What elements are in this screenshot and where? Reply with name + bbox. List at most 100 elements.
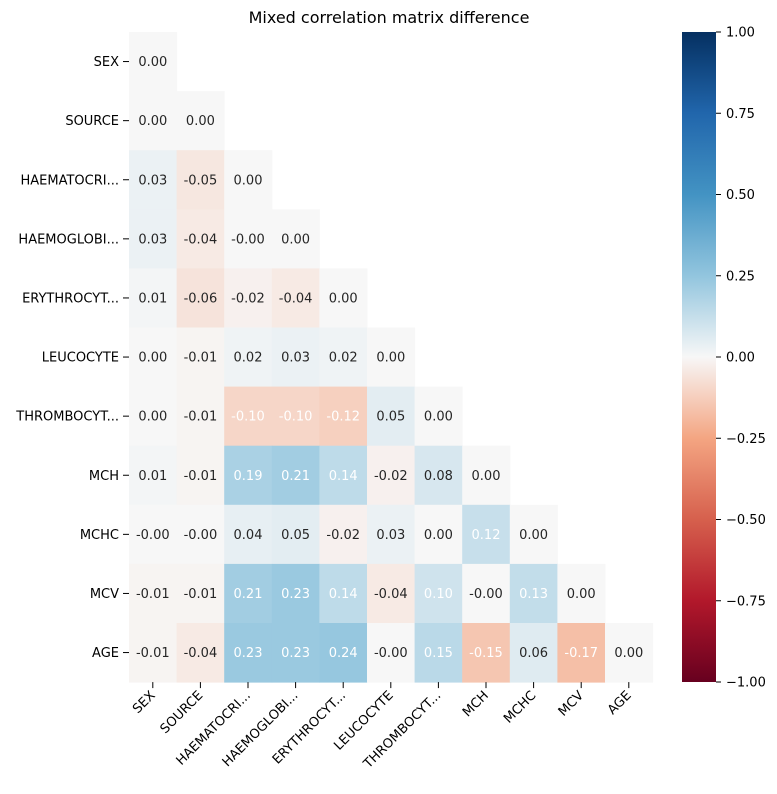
x-axis: SEX SOURCEHAEMATOCRI...HAEMOGLOBI...ERYTH… <box>130 682 635 772</box>
cell-value-label: 0.03 <box>281 351 310 366</box>
cell-value-label: 0.05 <box>376 410 405 425</box>
cell-value-label: -0.04 <box>184 232 218 247</box>
heatmap-cell <box>414 563 463 624</box>
colorbar-tick-label: −0.75 <box>726 594 766 609</box>
x-tick-label: MCHC <box>501 688 539 726</box>
heatmap-cell <box>462 563 511 624</box>
heatmap-cell <box>176 623 225 683</box>
x-tick-label: SOURCE <box>158 688 207 737</box>
heatmap-cell <box>319 327 368 388</box>
heatmap-cell <box>509 504 558 565</box>
heatmap-cell <box>271 386 320 447</box>
cell-value-label: -0.06 <box>184 291 218 306</box>
heatmap-cell <box>414 386 463 447</box>
cell-value-label: 0.00 <box>234 173 263 188</box>
heatmap-cell <box>129 623 178 683</box>
heatmap-cell <box>129 445 178 506</box>
y-tick-label: HAEMATOCRI... <box>21 173 120 188</box>
cell-value-label: 0.01 <box>138 469 167 484</box>
y-tick-label: AGE <box>92 646 119 661</box>
heatmap-cell <box>462 445 511 506</box>
cell-value-label: 0.02 <box>234 351 263 366</box>
cell-value-label: -0.02 <box>231 291 265 306</box>
y-tick-label: HAEMOGLOBI... <box>18 232 119 247</box>
cell-value-label: -0.10 <box>231 410 265 425</box>
cell-value-label: -0.00 <box>136 528 170 543</box>
cell-value-label: 0.13 <box>519 587 548 602</box>
cell-value-label: 0.04 <box>234 528 263 543</box>
cell-value-label: -0.17 <box>564 646 598 661</box>
heatmap-cell <box>414 445 463 506</box>
heatmap-cell <box>176 386 225 447</box>
cell-value-label: 0.01 <box>138 291 167 306</box>
y-tick-label: THROMBOCYT... <box>15 410 119 425</box>
heatmap-cell <box>129 32 178 92</box>
cell-value-label: -0.04 <box>374 587 408 602</box>
heatmap-cell <box>224 150 273 210</box>
heatmap-cell <box>129 150 178 210</box>
heatmap-cell <box>271 209 320 269</box>
heatmap-cell <box>224 504 273 565</box>
heatmap-cell <box>224 268 273 328</box>
cell-value-label: 0.00 <box>614 646 643 661</box>
cell-value-label: 0.12 <box>472 528 501 543</box>
colorbar-gradient <box>682 32 716 682</box>
y-tick-label: MCV <box>90 587 119 602</box>
heatmap-cell <box>271 445 320 506</box>
heatmap-cell <box>319 386 368 447</box>
cell-value-label: 0.00 <box>567 587 596 602</box>
cell-value-label: 0.06 <box>519 646 548 661</box>
y-axis: SEX SOURCE HAEMATOCRI... HAEMOGLOBI... ERYTH… <box>15 55 129 661</box>
y-tick-label: SEX <box>94 55 119 70</box>
colorbar: 1.00 0.75 0.50 0.25 0.00 −0.25 −0.50 −0.75 −1.00 <box>682 26 766 691</box>
cell-value-label: -0.00 <box>184 528 218 543</box>
cell-value-label: 0.00 <box>138 114 167 129</box>
heatmap-cell <box>176 268 225 328</box>
y-tick-label: MCHC <box>80 528 119 543</box>
heatmap-cell <box>224 209 273 269</box>
heatmap-cell <box>129 386 178 447</box>
cell-value-label: 0.00 <box>138 55 167 70</box>
heatmap-cell <box>557 563 606 624</box>
heatmap-cell <box>129 209 178 269</box>
cell-value-label: 0.00 <box>424 410 453 425</box>
heatmap-cell <box>176 327 225 388</box>
heatmap-cell <box>319 504 368 565</box>
cell-value-label: -0.01 <box>184 351 218 366</box>
heatmap-cell <box>129 268 178 328</box>
heatmap-cell <box>176 150 225 210</box>
cell-value-label: -0.01 <box>136 646 170 661</box>
cell-value-label: 0.00 <box>138 410 167 425</box>
cell-value-label: 0.02 <box>329 351 358 366</box>
cell-value-label: -0.02 <box>326 528 360 543</box>
heatmap-cell <box>319 268 368 328</box>
colorbar-tick-label: 0.00 <box>726 351 755 366</box>
cell-value-label: 0.00 <box>281 232 310 247</box>
heatmap-cell <box>271 327 320 388</box>
heatmap-cell <box>462 623 511 683</box>
heatmap-cell <box>176 445 225 506</box>
x-tick-label: MCV <box>556 688 587 719</box>
heatmap-cell <box>176 563 225 624</box>
cell-value-label: 0.21 <box>281 469 310 484</box>
y-tick-label: ERYTHROCYT... <box>22 291 119 306</box>
colorbar-tick-label: −0.25 <box>726 432 766 447</box>
heatmap-cell <box>129 327 178 388</box>
heatmap-cell <box>509 623 558 683</box>
heatmap-cell <box>605 623 654 683</box>
heatmap-cell <box>557 623 606 683</box>
colorbar-tick-label: 0.75 <box>726 107 755 122</box>
cell-value-label: -0.15 <box>469 646 503 661</box>
heatmap-cells <box>129 32 654 683</box>
cell-value-label: -0.01 <box>136 587 170 602</box>
heatmap-cell <box>271 268 320 328</box>
heatmap-cell <box>367 563 416 624</box>
cell-value-label: -0.12 <box>326 410 360 425</box>
colorbar-tick-label: 1.00 <box>726 26 755 41</box>
cell-value-label: -0.01 <box>184 587 218 602</box>
cell-value-label: -0.01 <box>184 469 218 484</box>
cell-value-label: -0.02 <box>374 469 408 484</box>
heatmap-cell <box>271 563 320 624</box>
